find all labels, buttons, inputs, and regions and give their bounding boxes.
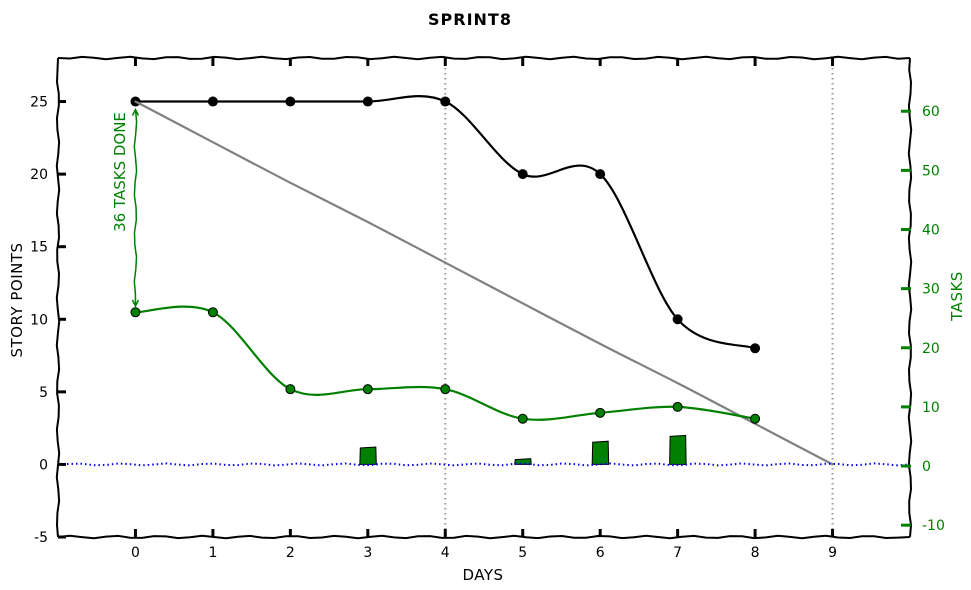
- y-tick-label: 25: [30, 95, 48, 111]
- annotation-arrowhead-bottom: [131, 299, 140, 308]
- annotation-arrowhead-top: [131, 107, 140, 116]
- y2-tick-label: 50: [922, 163, 940, 179]
- x-tick-label: 2: [286, 545, 295, 561]
- data-point: [285, 96, 296, 107]
- plot-border-right: [907, 57, 913, 538]
- task-bar: [669, 434, 687, 465]
- data-point: [750, 343, 761, 354]
- data-point: [440, 96, 451, 107]
- y2-tick-label: -10: [922, 518, 945, 534]
- y-axis-label: STORY POINTS: [8, 242, 26, 357]
- x-tick-label: 9: [828, 545, 837, 561]
- x-tick-label: 6: [596, 545, 605, 561]
- y2-tick-label: 30: [922, 282, 940, 298]
- annotation-text: 36 TASKS DONE: [111, 112, 129, 232]
- y2-tick-label: 60: [922, 104, 940, 120]
- task-bar: [591, 440, 610, 465]
- y-tick-label: 0: [39, 457, 48, 473]
- y-tick-label: 5: [39, 385, 48, 401]
- x-tick-label: 4: [441, 545, 450, 561]
- plot-border-left: [55, 57, 61, 538]
- x-tick-label: 1: [208, 545, 217, 561]
- data-point: [285, 384, 296, 395]
- y2-tick-label: 0: [922, 459, 931, 475]
- zero-line: [57, 462, 911, 467]
- data-point: [207, 307, 218, 318]
- y2-axis-label: TASKS: [948, 271, 966, 322]
- data-point: [440, 384, 451, 395]
- plot-border-top: [57, 55, 911, 61]
- y-tick-label: 10: [30, 312, 48, 328]
- series-line: [134, 100, 834, 466]
- data-point: [595, 407, 606, 418]
- x-tick-label: 5: [518, 545, 527, 561]
- data-point: [517, 413, 528, 424]
- data-point: [672, 314, 683, 325]
- series-line: [134, 95, 757, 350]
- data-point: [207, 96, 218, 107]
- x-tick-label: 3: [363, 545, 372, 561]
- plot-border-bottom: [57, 534, 911, 540]
- annotation-layer: [131, 107, 140, 308]
- x-tick-label: 7: [673, 545, 682, 561]
- data-point: [750, 413, 761, 424]
- y2-tick-label: 20: [922, 341, 940, 357]
- x-tick-label: 8: [751, 545, 760, 561]
- y2-tick-label: 10: [922, 400, 940, 416]
- bars-layer: [359, 434, 687, 465]
- task-bar: [359, 446, 377, 465]
- data-point: [672, 401, 683, 412]
- x-tick-label: 0: [131, 545, 140, 561]
- data-point: [362, 96, 373, 107]
- data-point: [130, 307, 141, 318]
- axes-layer: 0 1 2 3 4 5 6 7 8 9 -5 0 5 10 15 20 25 -10 0 10 20 30 40 50 60: [30, 55, 945, 561]
- chart-title: SPRINT8: [428, 10, 512, 29]
- data-point: [595, 169, 606, 180]
- annotation-arrow: [133, 109, 138, 307]
- y-tick-label: 20: [30, 167, 48, 183]
- y-tick-label: 15: [30, 240, 48, 256]
- grid-layer: [444, 58, 834, 537]
- lines-layer: [57, 95, 911, 467]
- task-bar: [514, 458, 532, 465]
- y2-tick-label: 40: [922, 222, 940, 238]
- x-axis-label: DAYS: [462, 566, 503, 584]
- data-point: [362, 384, 373, 395]
- data-point: [517, 169, 528, 180]
- y-tick-label: -5: [34, 530, 48, 546]
